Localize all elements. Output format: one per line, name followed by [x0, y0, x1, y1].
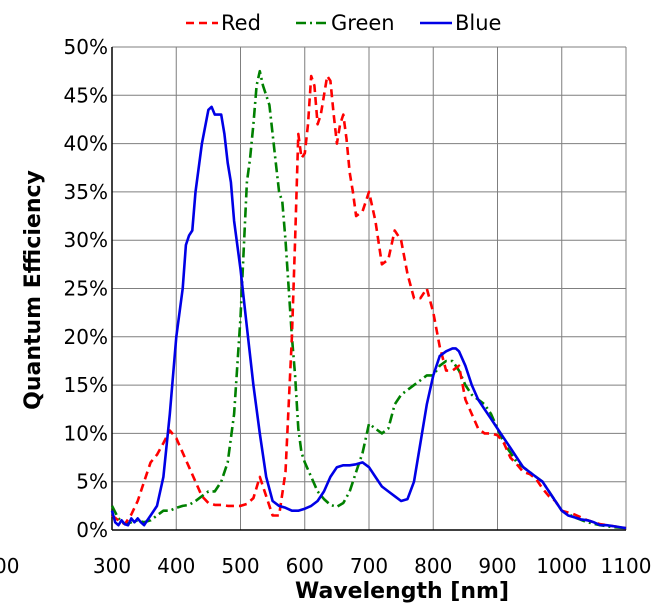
x-tick-label: 600	[286, 554, 324, 578]
legend-label-green: Green	[331, 11, 395, 35]
x-axis-title: Wavelength [nm]	[295, 579, 509, 604]
series-line-blue	[110, 105, 627, 530]
y-tick-label: 30%	[64, 228, 108, 252]
y-tick-label: 15%	[64, 373, 108, 397]
y-tick-labels: 0% 5% 10% 15% 20% 25% 30% 35% 40% 45% 50%	[64, 35, 108, 542]
x-tick-label: 1000	[536, 554, 587, 578]
x-tick-label: 800	[414, 554, 452, 578]
y-tick-label: 10%	[64, 421, 108, 445]
y-tick-label: 50%	[64, 35, 108, 59]
x-tick-label: 900	[478, 554, 516, 578]
y-tick-label: 0%	[76, 518, 108, 542]
series-line-red	[111, 74, 627, 530]
legend: Red Green Blue	[186, 11, 501, 35]
y-tick-label: 5%	[76, 470, 108, 494]
y-tick-label: 25%	[64, 277, 108, 301]
y-tick-label: 35%	[64, 180, 108, 204]
x-tick-label: 300	[93, 554, 131, 578]
x-tick-label: 1100	[601, 554, 652, 578]
grid	[111, 46, 627, 531]
y-tick-label: 45%	[64, 83, 108, 107]
x-tick-label: 700	[350, 554, 388, 578]
y-tick-label: 40%	[64, 132, 108, 156]
y-tick-label: 20%	[64, 325, 108, 349]
y-axis-title: Quantum Efficiency	[21, 170, 46, 410]
x-tick-label: 500	[221, 554, 259, 578]
x-tick-label-cropped: 00	[0, 554, 19, 578]
series-layer	[110, 69, 627, 530]
x-tick-label: 400	[157, 554, 195, 578]
legend-label-red: Red	[221, 11, 261, 35]
legend-label-blue: Blue	[455, 11, 501, 35]
x-tick-labels: 300 400 500 600 700 800 900 1000 1100	[93, 554, 652, 578]
